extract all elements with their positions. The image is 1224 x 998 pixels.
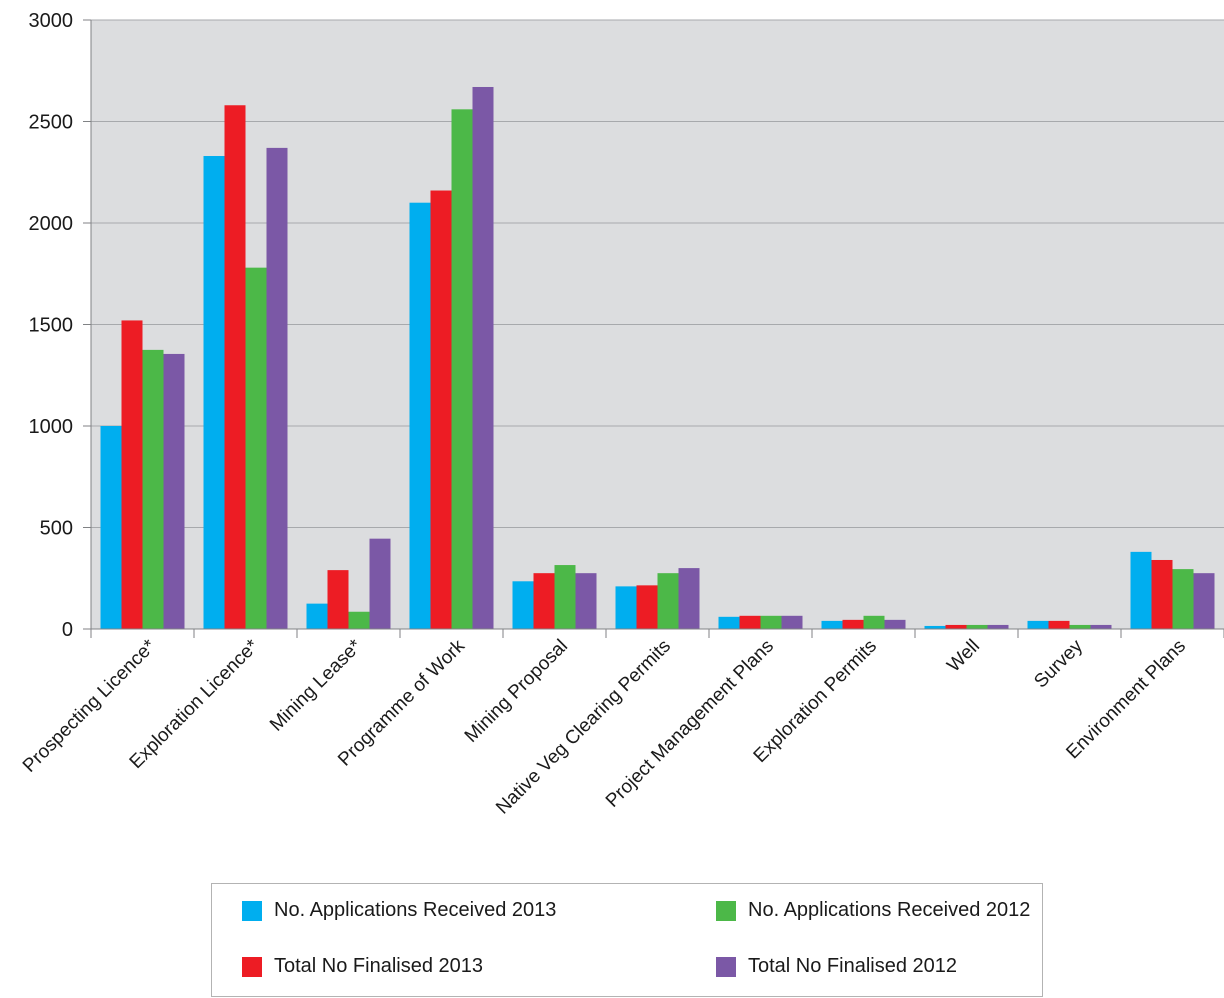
bar (409, 202, 431, 629)
bar (1151, 559, 1173, 629)
bar (1090, 624, 1112, 629)
x-tick-label: Native Veg Clearing Permits (492, 636, 675, 819)
bar (1172, 569, 1194, 629)
y-tick-label: 1500 (29, 315, 74, 337)
x-tick-label: Mining Proposal (461, 636, 572, 747)
legend-item: Total No Finalised 2013 (242, 955, 483, 978)
bar (554, 565, 576, 629)
bar (245, 267, 267, 629)
bar (266, 147, 288, 629)
bar (512, 581, 534, 629)
bar (863, 615, 885, 629)
bar (678, 568, 700, 629)
y-tick-label: 3000 (29, 10, 74, 32)
bar (945, 624, 967, 629)
bar (224, 105, 246, 629)
x-tick-label: Project Management Plans (602, 636, 778, 812)
y-tick-label: 0 (62, 619, 73, 641)
bar (884, 619, 906, 629)
bar (1048, 620, 1070, 629)
bar (924, 625, 946, 629)
x-tick-label: Mining Lease* (266, 635, 366, 735)
x-tick-label: Well (943, 636, 984, 677)
x-axis-tick-labels: Prospecting Licence*Exploration Licence*… (19, 635, 1190, 818)
legend-label-received-2013: No. Applications Received 2013 (274, 899, 557, 921)
bar (203, 156, 225, 629)
bar (575, 573, 597, 629)
legend-swatch-2 (716, 900, 736, 921)
y-axis-tick-labels: 0 500 1000 1500 2000 2500 3000 (29, 10, 74, 641)
bar (760, 615, 782, 629)
y-tick-label: 2000 (29, 213, 74, 235)
bar (348, 611, 370, 629)
bar-chart: 0 500 1000 1500 2000 2500 3000 Prospecting Lic… (19, 10, 1224, 819)
legend-swatch-0 (242, 900, 262, 921)
legend-item: No. Applications Received 2012 (716, 899, 1030, 922)
y-tick-label: 500 (40, 518, 73, 540)
bar (369, 538, 391, 629)
bar (472, 86, 494, 630)
bar (781, 615, 803, 629)
bar (327, 570, 349, 629)
bar (1027, 620, 1049, 629)
legend: No. Applications Received 2013 Total No … (211, 883, 1043, 997)
bar (142, 349, 164, 629)
legend-label-finalised-2013: Total No Finalised 2013 (274, 955, 484, 977)
bar (533, 573, 555, 629)
bar (821, 620, 843, 629)
bar (1193, 573, 1215, 629)
bar (163, 353, 185, 629)
bar (615, 586, 637, 629)
y-tick-label: 1000 (29, 416, 74, 438)
legend-item: Total No Finalised 2012 (716, 955, 957, 978)
bars (100, 86, 1215, 630)
bar (657, 573, 679, 629)
legend-item: No. Applications Received 2013 (242, 899, 556, 922)
bar (306, 603, 328, 629)
bar (966, 624, 988, 629)
bar (121, 320, 143, 629)
bar (451, 109, 473, 629)
bar (987, 624, 1009, 629)
y-tick-label: 2500 (29, 112, 74, 134)
legend-swatch-1 (242, 956, 262, 977)
bar (430, 190, 452, 629)
bar (1130, 551, 1152, 629)
axes (90, 20, 1224, 638)
bar (1069, 624, 1091, 629)
legend-label-finalised-2012: Total No Finalised 2012 (748, 955, 958, 977)
bar (739, 615, 761, 629)
bar (842, 619, 864, 629)
bar (636, 585, 658, 629)
bar (718, 616, 740, 629)
bar (100, 426, 122, 629)
legend-swatch-3 (716, 956, 736, 977)
legend-label-received-2012: No. Applications Received 2012 (748, 899, 1031, 921)
x-tick-label: Survey (1030, 635, 1087, 692)
